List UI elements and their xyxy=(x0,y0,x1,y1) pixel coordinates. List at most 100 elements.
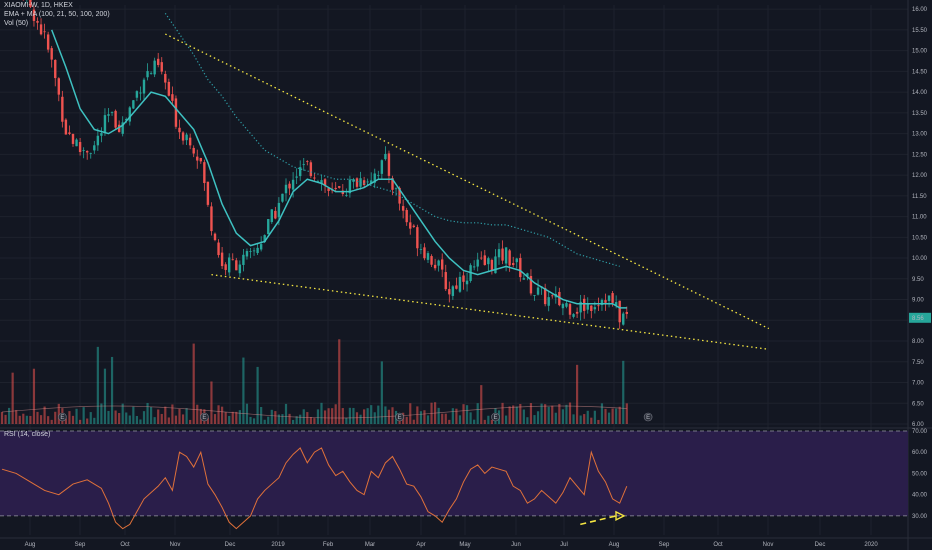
candle-body xyxy=(551,295,554,297)
price-axis[interactable]: 16.00 15.50 15.00 14.50 14.00 13.50 13.00 12.50… xyxy=(912,7,928,428)
candle-body xyxy=(64,119,68,135)
volume-bar xyxy=(96,346,99,424)
candle-body xyxy=(39,24,43,35)
legend-indicator[interactable]: EMA + MA (100, 21, 50, 100, 200) xyxy=(4,11,110,18)
volume-bar xyxy=(210,381,213,424)
candle-body xyxy=(43,31,46,33)
volume-bar xyxy=(593,410,596,424)
candle-body xyxy=(472,266,476,268)
candle-body xyxy=(228,257,231,273)
earnings-icon xyxy=(58,412,67,422)
volume-bar xyxy=(64,418,67,424)
price-tick-label: 13.00 xyxy=(912,132,928,138)
candle-body xyxy=(249,251,252,252)
earnings-icon-label: E xyxy=(493,415,497,421)
volume-bar xyxy=(164,406,167,424)
volume-bar xyxy=(150,406,153,424)
candle-body xyxy=(86,150,89,153)
volume-bar xyxy=(437,407,440,424)
volume-bar xyxy=(68,411,71,424)
volume-bar xyxy=(618,406,621,424)
volume-bar xyxy=(586,410,589,424)
volume-bar xyxy=(355,412,359,424)
candle-body xyxy=(327,188,330,191)
volume-bar xyxy=(366,408,369,424)
price-tick-label: 15.50 xyxy=(912,28,928,34)
volume-bar xyxy=(306,412,309,424)
volume-bar xyxy=(171,404,174,424)
volume-bar xyxy=(256,366,259,424)
candle-body xyxy=(462,275,465,282)
candle-body xyxy=(561,304,565,309)
candle-body xyxy=(160,62,163,72)
price-tick-label: 7.50 xyxy=(912,360,924,366)
volume-bar xyxy=(75,408,78,424)
volume-bar xyxy=(274,411,277,424)
volume-bar xyxy=(615,408,618,424)
candle-body xyxy=(614,302,618,306)
volume-bar xyxy=(121,403,124,424)
candle-body xyxy=(68,132,71,134)
candle-body xyxy=(501,248,504,261)
volume-bar xyxy=(508,406,511,424)
candle-body xyxy=(231,259,234,261)
volume-bar xyxy=(348,407,351,424)
volume-bar xyxy=(323,410,327,424)
price-tick-label: 12.50 xyxy=(912,152,928,158)
candle-body xyxy=(384,153,387,160)
volume-bar xyxy=(558,403,561,424)
volume-bar xyxy=(341,408,344,424)
rsi-trend-arrow[interactable] xyxy=(580,515,617,526)
volume-bar xyxy=(405,416,408,424)
volume-bar xyxy=(377,405,380,424)
volume-bar xyxy=(167,417,170,424)
volume-bar xyxy=(110,356,114,424)
volume-bar xyxy=(114,410,117,424)
volume-bar xyxy=(32,368,36,424)
candle-body xyxy=(299,167,302,177)
candle-body xyxy=(405,209,408,223)
rsi-legend[interactable]: RSI (14, close) xyxy=(4,431,51,438)
volume-bar xyxy=(334,404,337,424)
time-tick-label: Mar xyxy=(365,542,375,548)
volume-bar xyxy=(458,415,462,424)
time-axis[interactable]: Aug Sep Oct Nov Dec 2019 Feb Mar Apr May Jun Jul Aug… xyxy=(25,542,879,548)
legend-symbol[interactable]: XIAOMI-W, 1D, HKEX xyxy=(4,2,73,9)
volume-bar xyxy=(221,406,224,424)
volume-bar xyxy=(277,414,280,424)
candle-body xyxy=(199,157,202,162)
candle-body xyxy=(291,179,295,190)
volume-bar xyxy=(260,406,263,424)
candle-body xyxy=(114,110,117,128)
candle-body xyxy=(78,142,82,153)
earnings-icon-label: E xyxy=(60,415,64,421)
candle-body xyxy=(622,313,625,325)
volume-bar xyxy=(444,413,447,424)
rsi-axis[interactable]: 70.00 60.00 50.00 40.00 30.00 xyxy=(912,429,928,520)
candle-body xyxy=(362,180,366,185)
price-tick-label: 7.00 xyxy=(912,381,924,387)
volume-bar xyxy=(18,415,21,424)
candle-body xyxy=(32,9,36,21)
volume-bar xyxy=(54,411,57,424)
candle-body xyxy=(433,264,437,269)
candle-body xyxy=(210,206,213,232)
volume-bar xyxy=(327,408,330,424)
support-trendline[interactable] xyxy=(211,274,769,350)
candle-body xyxy=(448,289,451,295)
candle-body xyxy=(96,135,100,146)
volume-bar xyxy=(526,417,529,424)
volume-bar xyxy=(125,412,128,424)
volume-bar xyxy=(284,403,288,424)
volume-bar xyxy=(86,418,89,424)
legend-volume[interactable]: Vol (50) xyxy=(4,20,29,27)
candle-body xyxy=(529,276,533,294)
volume-bar xyxy=(4,414,7,424)
price-tick-label: 9.50 xyxy=(912,277,924,283)
volume-bar xyxy=(270,409,273,424)
candle-body xyxy=(149,73,153,74)
candle-body xyxy=(125,118,128,121)
volume-bar xyxy=(426,415,430,424)
volume-bar xyxy=(359,414,362,424)
